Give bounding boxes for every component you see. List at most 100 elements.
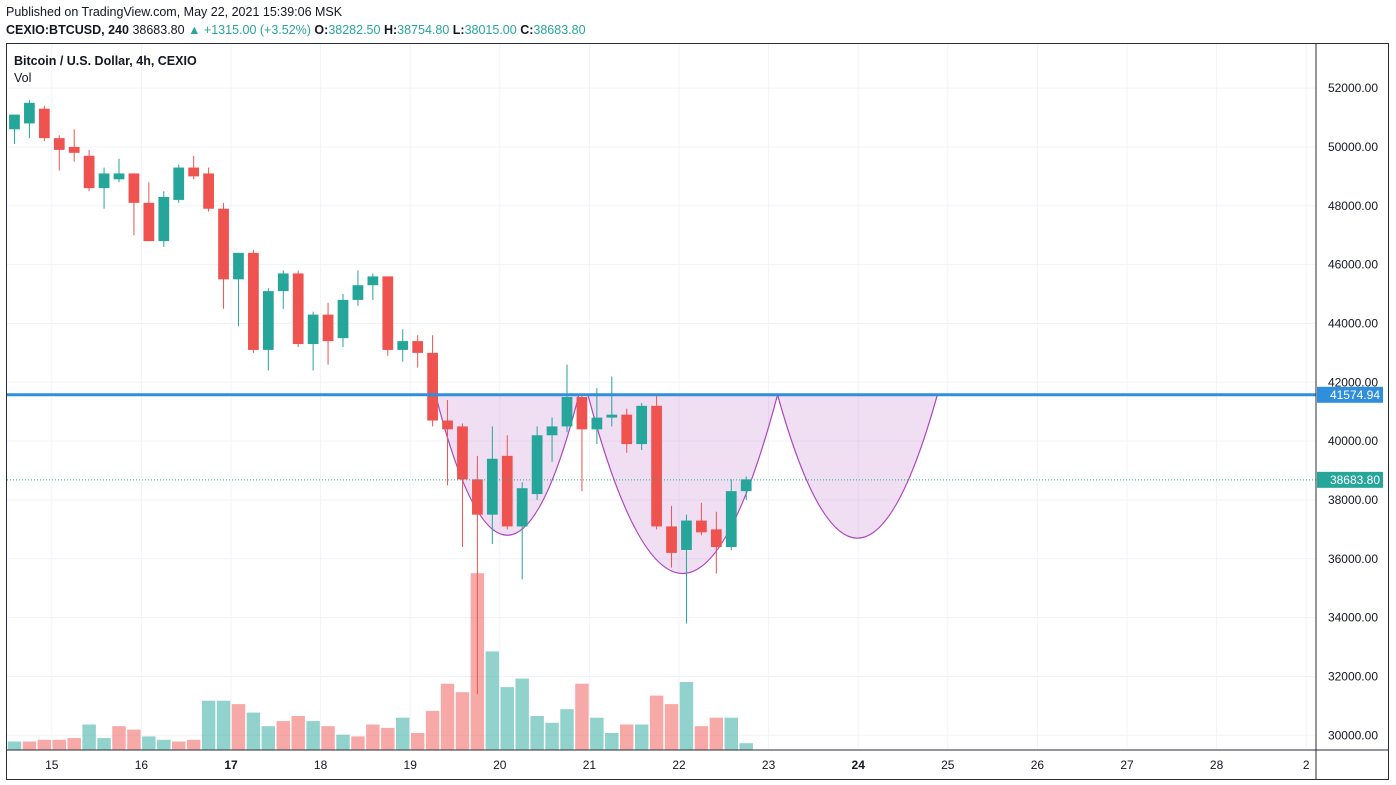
- chart-legend-title: Bitcoin / U.S. Dollar, 4h, CEXIO: [14, 54, 197, 68]
- volume-bar: [321, 726, 335, 750]
- candle-body: [696, 520, 707, 533]
- candle: [113, 158, 125, 183]
- candle: [725, 479, 737, 550]
- candle-body: [486, 458, 498, 515]
- candle: [636, 402, 648, 450]
- candle: [233, 252, 244, 327]
- candle: [248, 249, 259, 353]
- x-tick-label: 23: [762, 758, 776, 772]
- candle-body: [352, 285, 364, 300]
- candle: [307, 311, 319, 371]
- candle-body: [38, 108, 50, 139]
- volume-bar: [694, 726, 709, 750]
- candle: [98, 167, 110, 209]
- volume-bar: [52, 739, 66, 750]
- candle-body: [322, 314, 334, 342]
- candle-body: [9, 114, 20, 130]
- candle-body: [128, 173, 140, 203]
- last-price: 38683.80: [132, 23, 185, 37]
- volume-bar: [186, 739, 201, 750]
- candle-body: [203, 173, 214, 209]
- high-label: H:: [383, 23, 398, 37]
- symbol-label: CEXIO:BTCUSD, 240: [6, 23, 129, 37]
- candle: [158, 191, 170, 247]
- y-tick-label: 44000.00: [1328, 316, 1378, 330]
- candle-body: [292, 273, 304, 345]
- close-value: 38683.80: [533, 23, 586, 37]
- volume-bar: [22, 741, 37, 750]
- volume-bar: [231, 704, 246, 750]
- candle: [412, 335, 424, 368]
- volume-bar: [545, 722, 559, 750]
- candle: [472, 455, 483, 695]
- last-price-label: 38683.80: [1330, 473, 1380, 487]
- candle-body: [382, 276, 394, 350]
- x-tick-label: 21: [583, 758, 597, 772]
- candle-body: [83, 155, 95, 189]
- candle: [710, 511, 722, 574]
- candle-body: [501, 455, 513, 527]
- volume-bar: [201, 700, 216, 750]
- candle-body: [68, 146, 80, 153]
- volume-bar: [291, 716, 305, 750]
- candle-body: [666, 526, 677, 553]
- price-change: ▲ +1315.00 (+3.52%): [188, 23, 311, 37]
- x-tick-label: 22: [672, 758, 686, 772]
- candle-body: [53, 138, 65, 150]
- candle: [24, 99, 35, 139]
- candle-body: [561, 397, 573, 427]
- candle-body: [113, 173, 125, 180]
- candle-body: [546, 426, 558, 436]
- candle: [262, 288, 274, 371]
- candle: [322, 302, 334, 365]
- volume-bar: [739, 743, 753, 750]
- y-tick-label: 38000.00: [1328, 493, 1378, 507]
- volume-bar: [366, 724, 380, 750]
- candle: [516, 482, 528, 580]
- x-tick-label: 15: [45, 758, 59, 772]
- candle: [188, 155, 200, 180]
- candle: [546, 417, 558, 462]
- x-tick-label: 27: [1120, 758, 1134, 772]
- x-tick-label: 16: [135, 758, 149, 772]
- candle: [397, 329, 409, 362]
- volume-bar: [172, 741, 186, 750]
- volume-bar: [620, 724, 634, 750]
- y-tick-label: 46000.00: [1328, 258, 1378, 272]
- volume-bar: [67, 738, 81, 750]
- candle-body: [576, 397, 588, 430]
- volume-bar: [82, 724, 96, 750]
- candle: [442, 399, 453, 486]
- volume-bar: [649, 695, 664, 750]
- candle: [681, 514, 692, 624]
- candle-body: [531, 435, 543, 495]
- candle: [576, 394, 588, 492]
- volume-bar: [634, 724, 649, 750]
- pattern-cup: [776, 394, 939, 539]
- volume-bar: [276, 721, 290, 750]
- candle: [68, 129, 80, 162]
- candle-body: [367, 276, 379, 286]
- published-line: Published on TradingView.com, May 22, 20…: [6, 5, 343, 19]
- volume-bar: [127, 729, 141, 750]
- candle-body: [472, 479, 483, 515]
- volume-bar: [306, 721, 320, 750]
- high-value: 38754.80: [397, 23, 450, 37]
- volume-bar: [7, 741, 22, 750]
- candle-body: [188, 167, 200, 177]
- candle-body: [143, 202, 155, 242]
- x-tick-label: 17: [224, 758, 238, 772]
- candle: [352, 270, 364, 306]
- candle: [427, 335, 438, 427]
- candle: [486, 426, 498, 545]
- candle: [696, 502, 707, 536]
- x-tick-label: 19: [404, 758, 418, 772]
- candle-body: [606, 414, 618, 418]
- ohlc-line: CEXIO:BTCUSD, 240 38683.80 ▲ +1315.00 (+…: [6, 23, 586, 37]
- resistance-price-label: 41574.94: [1330, 388, 1380, 402]
- candle: [561, 364, 573, 433]
- candle-body: [98, 173, 110, 189]
- volume-bar: [500, 687, 514, 750]
- candle-body: [233, 252, 244, 280]
